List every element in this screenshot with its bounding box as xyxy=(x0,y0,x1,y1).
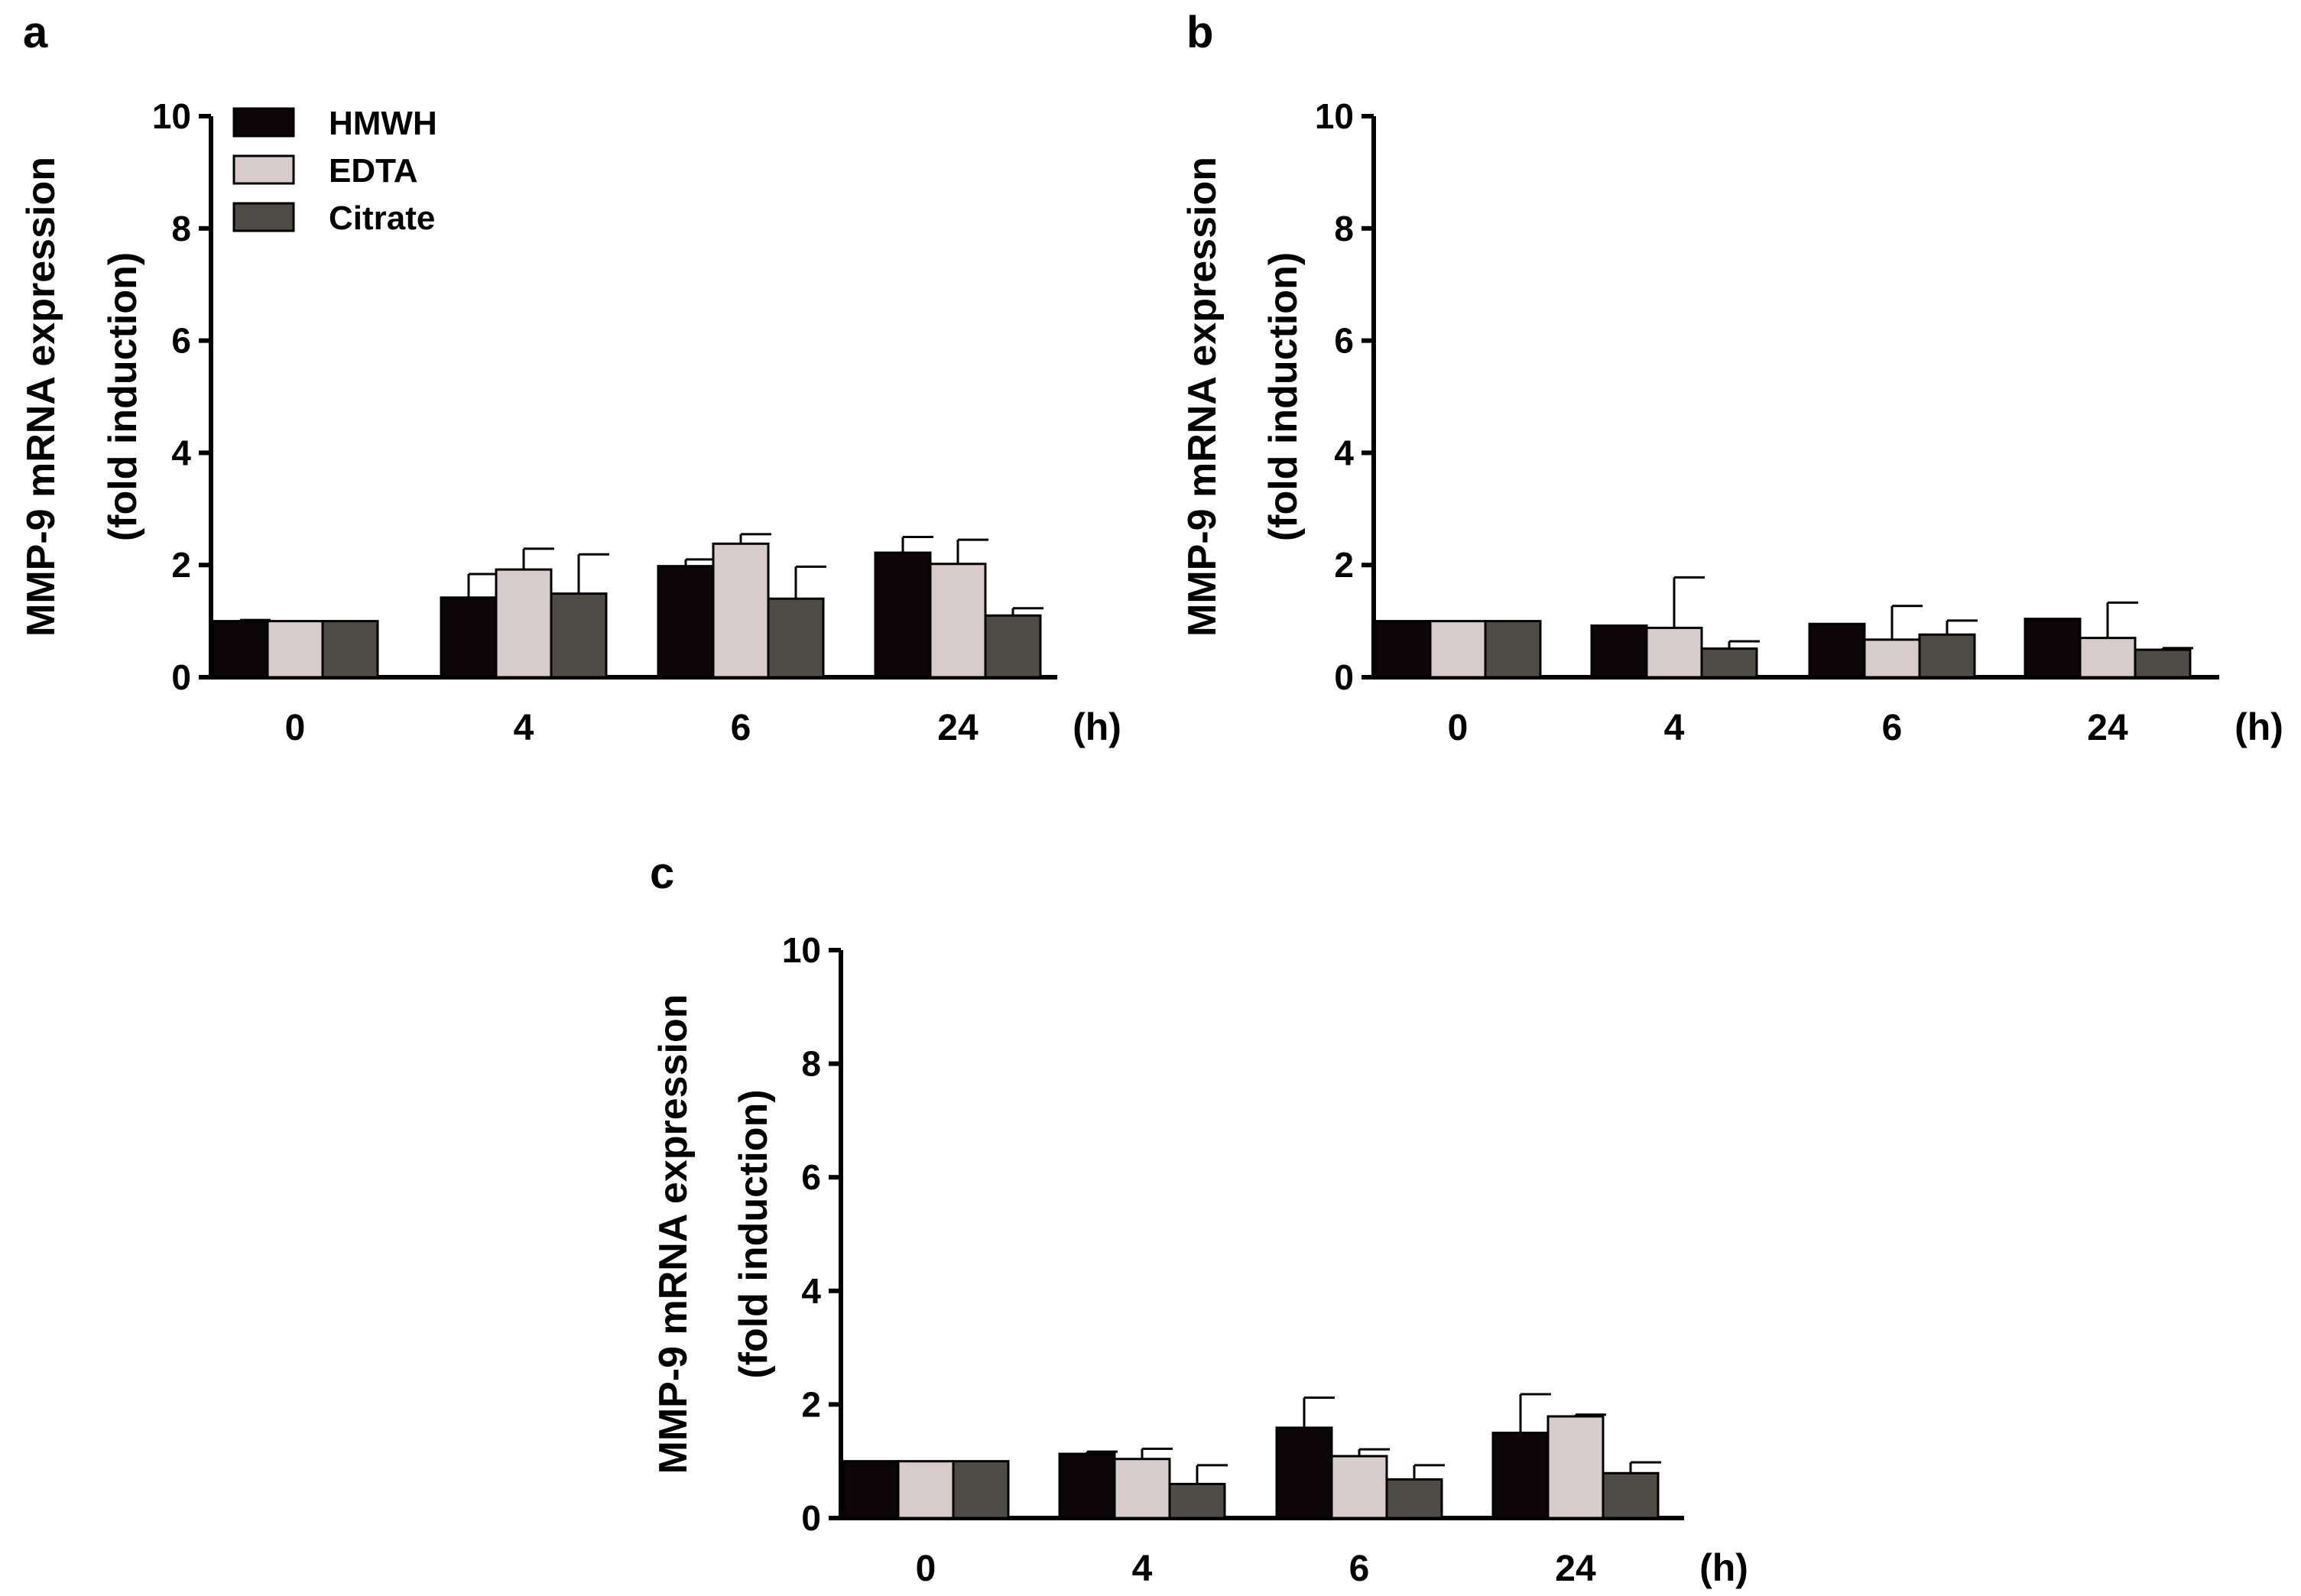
y-axis-label-line2: (fold induction) xyxy=(732,1089,776,1378)
bar-hmwh-0 xyxy=(211,620,269,679)
legend-swatch-citrate xyxy=(232,202,295,232)
bar-citrate-24 xyxy=(1602,1471,1660,1520)
y-axis-label-line2: (fold induction) xyxy=(101,252,145,541)
bar-citrate-0 xyxy=(952,1460,1010,1520)
bar-citrate-4 xyxy=(1168,1482,1226,1520)
bar-edta-4 xyxy=(1645,626,1703,679)
y-tick-label: 0 xyxy=(1334,657,1354,697)
bar-hmwh-4 xyxy=(1590,624,1648,679)
x-axis-unit-label: (h) xyxy=(1073,706,1121,748)
bar-hmwh-0 xyxy=(842,1460,900,1520)
y-tick-label: 10 xyxy=(152,96,191,136)
bar-hmwh-6 xyxy=(1275,1426,1333,1520)
y-tick-label: 10 xyxy=(1315,96,1354,136)
bar-citrate-6 xyxy=(767,597,825,679)
x-tick-label: 24 xyxy=(1555,1549,1596,1589)
y-tick-label: 0 xyxy=(801,1498,821,1538)
panel-letter: c xyxy=(650,848,674,898)
x-tick-label: 4 xyxy=(514,708,534,748)
y-axis-label-line1: MMP-9 mRNA expression xyxy=(651,994,696,1474)
x-tick-label: 0 xyxy=(1448,708,1469,748)
bar-edta-6 xyxy=(1330,1455,1388,1520)
panel-letter: b xyxy=(1186,8,1213,57)
bar-edta-4 xyxy=(495,568,553,679)
bar-edta-4 xyxy=(1113,1458,1171,1520)
y-tick-label: 8 xyxy=(171,209,191,248)
bar-citrate-6 xyxy=(1385,1478,1443,1520)
bar-edta-24 xyxy=(2079,637,2137,679)
y-tick-label: 6 xyxy=(1334,321,1354,361)
y-tick-label: 2 xyxy=(171,545,191,585)
legend-label: HMWH xyxy=(329,105,437,142)
x-tick-label: 24 xyxy=(2087,708,2128,748)
bar-citrate-24 xyxy=(984,614,1042,679)
y-axis-label-line1: MMP-9 mRNA expression xyxy=(19,157,63,637)
y-axis-label-line2: (fold induction) xyxy=(1261,252,1306,541)
x-axis-unit-label: (h) xyxy=(1699,1546,1748,1589)
y-tick-label: 4 xyxy=(801,1271,821,1311)
y-tick-label: 0 xyxy=(171,657,191,697)
y-tick-label: 6 xyxy=(171,321,191,361)
bar-hmwh-6 xyxy=(1808,622,1866,679)
legend-swatch-hmwh xyxy=(232,107,295,138)
x-tick-label: 24 xyxy=(937,708,978,748)
bar-hmwh-24 xyxy=(1491,1432,1550,1520)
bar-citrate-4 xyxy=(1700,647,1758,679)
x-tick-label: 0 xyxy=(285,708,306,748)
legend-swatch-edta xyxy=(232,154,295,185)
bar-edta-0 xyxy=(897,1460,955,1520)
legend-label: Citrate xyxy=(329,200,435,237)
bar-edta-6 xyxy=(1863,638,1921,679)
x-tick-label: 0 xyxy=(916,1549,936,1589)
panel-letter: a xyxy=(23,8,48,57)
x-tick-label: 6 xyxy=(1882,708,1903,748)
bar-citrate-0 xyxy=(1484,620,1542,679)
bar-edta-6 xyxy=(712,542,770,679)
bar-citrate-0 xyxy=(321,620,379,679)
bar-hmwh-6 xyxy=(657,565,715,679)
bar-edta-24 xyxy=(929,563,987,679)
bar-citrate-4 xyxy=(550,592,608,679)
bar-hmwh-4 xyxy=(440,596,498,679)
bar-edta-0 xyxy=(266,620,324,679)
y-tick-label: 8 xyxy=(801,1044,821,1084)
y-tick-label: 8 xyxy=(1334,209,1354,248)
bar-edta-0 xyxy=(1429,620,1487,679)
x-tick-label: 6 xyxy=(731,708,751,748)
y-tick-label: 10 xyxy=(782,930,821,970)
bar-hmwh-0 xyxy=(1374,620,1432,679)
x-tick-label: 4 xyxy=(1132,1549,1153,1589)
bar-hmwh-24 xyxy=(874,551,932,679)
y-tick-label: 2 xyxy=(801,1384,821,1424)
bar-edta-24 xyxy=(1546,1415,1605,1520)
x-axis-unit-label: (h) xyxy=(2234,706,2283,748)
y-tick-label: 6 xyxy=(801,1157,821,1197)
y-tick-label: 4 xyxy=(171,433,191,472)
bar-citrate-24 xyxy=(2134,648,2192,679)
y-axis-label-line1: MMP-9 mRNA expression xyxy=(1180,157,1225,637)
bar-citrate-6 xyxy=(1918,633,1976,679)
bar-hmwh-4 xyxy=(1058,1452,1116,1520)
legend: HMWH EDTA Citrate xyxy=(232,105,437,237)
x-tick-label: 4 xyxy=(1664,708,1685,748)
y-tick-label: 4 xyxy=(1334,433,1354,472)
x-tick-label: 6 xyxy=(1349,1549,1370,1589)
bar-hmwh-24 xyxy=(2024,618,2082,679)
legend-label: EDTA xyxy=(329,152,418,190)
y-tick-label: 2 xyxy=(1334,545,1354,585)
